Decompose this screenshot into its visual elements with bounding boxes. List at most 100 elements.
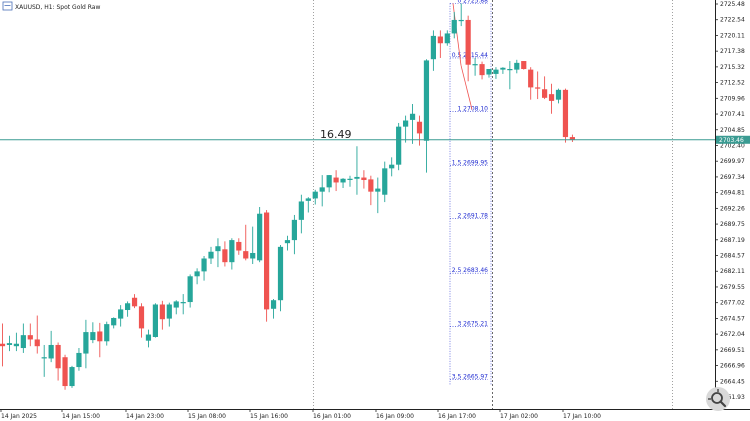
candle-body [187,276,193,303]
candle-body [69,367,75,387]
candle-body [528,69,534,88]
candle-body [27,335,33,340]
candle-body [250,252,256,259]
candle-body [118,309,124,319]
candle-body [521,61,527,70]
candle-body [507,69,513,71]
price-tick-label: 2689.75 [720,221,745,228]
candle-body [145,334,152,341]
candle-body [354,176,360,179]
candle-body [180,302,186,304]
candle-body [6,343,13,345]
candle-body [368,179,374,192]
fib-level-label: 2.5 2683.46 [452,267,488,274]
price-tick-label: 2679.55 [720,284,745,291]
price-tick-label: 2684.57 [720,253,745,260]
price-tick-label: 2722.54 [720,17,745,24]
time-tick-label: 14 Jan 2025 [1,413,37,420]
candle-body [264,212,270,310]
price-tick-label: 2674.57 [720,315,745,322]
price-tick-label: 2702.40 [720,142,745,149]
candle-body [396,126,402,165]
candle-body [291,219,297,241]
candle-body [215,246,221,252]
fib-level-label: 3.5 2665.97 [452,373,488,380]
price-tick-label: 2682.11 [720,268,745,275]
candle-body [138,306,145,329]
candle-body [535,87,541,89]
candle-body [493,69,499,74]
candle-body [555,89,562,100]
candle-body [0,343,6,347]
candle-body [347,178,353,180]
price-tick-label: 2677.02 [720,300,745,307]
chart-title: XAUUSD, H1: Spot Gold Raw [15,4,100,11]
candle-body [270,300,277,309]
candle-body [243,251,249,259]
price-axis[interactable]: 2725.48 2722.54 2720.11 2717.38 2715.32 2712.… [715,1,745,401]
price-tick-label: 2712.52 [720,80,745,87]
time-axis[interactable]: 14 Jan 2025 14 Jan 15:00 14 Jan 23:00 15 Ja… [0,409,601,420]
candle-body [569,137,575,140]
candle-body [97,331,103,342]
price-tick-label: 2694.81 [720,190,745,197]
candle-body [562,89,569,138]
candle-body [83,332,89,354]
zoom-magnifier-icon[interactable] [706,387,730,411]
candle-body [382,168,388,195]
candle-body [542,89,548,98]
candle-body [458,19,464,22]
horizontal-line-label: 16.49 [320,128,352,141]
candle-body [90,332,96,341]
candle-body [326,175,332,188]
candle-body [257,213,263,261]
fib-level-label: 1 2708.10 [457,105,488,112]
price-tick-label: 2672.04 [720,331,745,338]
candle-body [229,240,235,263]
candle-body [389,164,395,169]
symbol-icon-bar [4,5,11,6]
fib-level-label: 3 2675.21 [457,321,488,328]
price-tick-label: 2687.19 [720,237,745,244]
candle-body [375,188,381,192]
candle-body [319,187,325,192]
price-tick-label: 2725.48 [720,1,745,8]
candle-body [465,19,471,65]
candle-body [41,357,47,359]
chart-title-group: XAUUSD, H1: Spot Gold Raw [2,1,100,11]
price-tick-label: 2707.41 [720,111,745,118]
candle-body [500,67,506,70]
candle-body [409,113,416,120]
price-tick-label: 2717.38 [720,48,745,55]
candle-body [201,258,207,272]
candle-body [131,297,138,307]
candle-body [333,177,339,183]
candle-body [437,36,443,44]
candlestick-series [0,3,575,390]
time-tick-label: 17 Jan 10:00 [563,413,601,420]
candle-body [125,303,131,311]
price-tick-label: 2699.97 [720,158,745,165]
fib-level-label: 1.5 2699.95 [452,159,488,166]
candle-body [340,178,346,183]
candle-body [159,304,165,320]
candle-body [166,304,172,319]
candle-body [152,304,158,337]
candle-body [236,241,242,251]
price-tick-label: 2704.85 [720,127,745,134]
candle-body [34,339,40,347]
time-tick-label: 16 Jan 01:00 [313,413,351,420]
time-tick-label: 16 Jan 09:00 [376,413,414,420]
candle-body [62,357,68,387]
candle-body [208,251,214,259]
candle-body [312,191,318,199]
time-tick-label: 14 Jan 15:00 [62,413,100,420]
candle-body [486,69,492,75]
candle-body [423,60,430,141]
fib-anchor-line [460,65,473,110]
time-tick-label: 16 Jan 17:00 [438,413,476,420]
fib-level-label: 0 2725.88 [457,0,488,4]
candle-body [403,120,409,127]
